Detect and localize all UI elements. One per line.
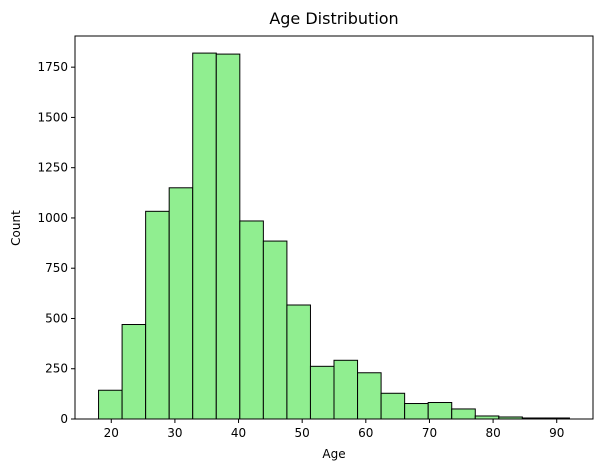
- histogram-bar: [286, 304, 311, 420]
- y-axis-ticks: 0 250 500 750 1000 1250 1500 1750: [37, 60, 75, 426]
- histogram-bar: [215, 53, 241, 420]
- x-axis-ticks: 20 30 40 50 60 70 80 90: [104, 419, 564, 440]
- histogram-bar: [239, 220, 264, 420]
- histogram-bar: [98, 389, 123, 420]
- histogram-bar: [404, 403, 429, 420]
- plot-frame: [74, 35, 594, 420]
- histogram-bar: [333, 359, 359, 420]
- histogram-bar: [357, 372, 382, 420]
- histogram-bar: [121, 324, 147, 420]
- x-tick-label: 90: [549, 426, 564, 440]
- y-tick-label: 1750: [37, 60, 68, 74]
- y-tick-label: 0: [60, 412, 68, 426]
- histogram-bar: [427, 402, 453, 420]
- x-axis-label: Age: [322, 447, 345, 461]
- y-tick-label: 250: [45, 362, 68, 376]
- histogram-bar: [451, 408, 476, 420]
- x-tick-label: 60: [358, 426, 373, 440]
- x-tick-label: 80: [485, 426, 500, 440]
- y-tick-label: 500: [45, 311, 68, 325]
- y-axis-label: Count: [9, 210, 23, 246]
- histogram-bar: [168, 187, 194, 420]
- bars-group: [98, 52, 570, 420]
- y-tick-label: 1000: [37, 211, 68, 225]
- x-tick-label: 30: [167, 426, 182, 440]
- histogram-bar: [380, 392, 406, 420]
- x-tick-label: 50: [295, 426, 310, 440]
- y-tick-label: 750: [45, 261, 68, 275]
- histogram-bar: [262, 240, 288, 420]
- histogram-bar: [145, 210, 170, 420]
- x-tick-label: 40: [231, 426, 246, 440]
- chart-title: Age Distribution: [269, 9, 398, 28]
- x-tick-label: 70: [422, 426, 437, 440]
- y-tick-label: 1500: [37, 110, 68, 124]
- histogram-bar: [192, 52, 217, 420]
- histogram-bar: [309, 365, 335, 420]
- x-tick-label: 20: [104, 426, 119, 440]
- y-tick-label: 1250: [37, 161, 68, 175]
